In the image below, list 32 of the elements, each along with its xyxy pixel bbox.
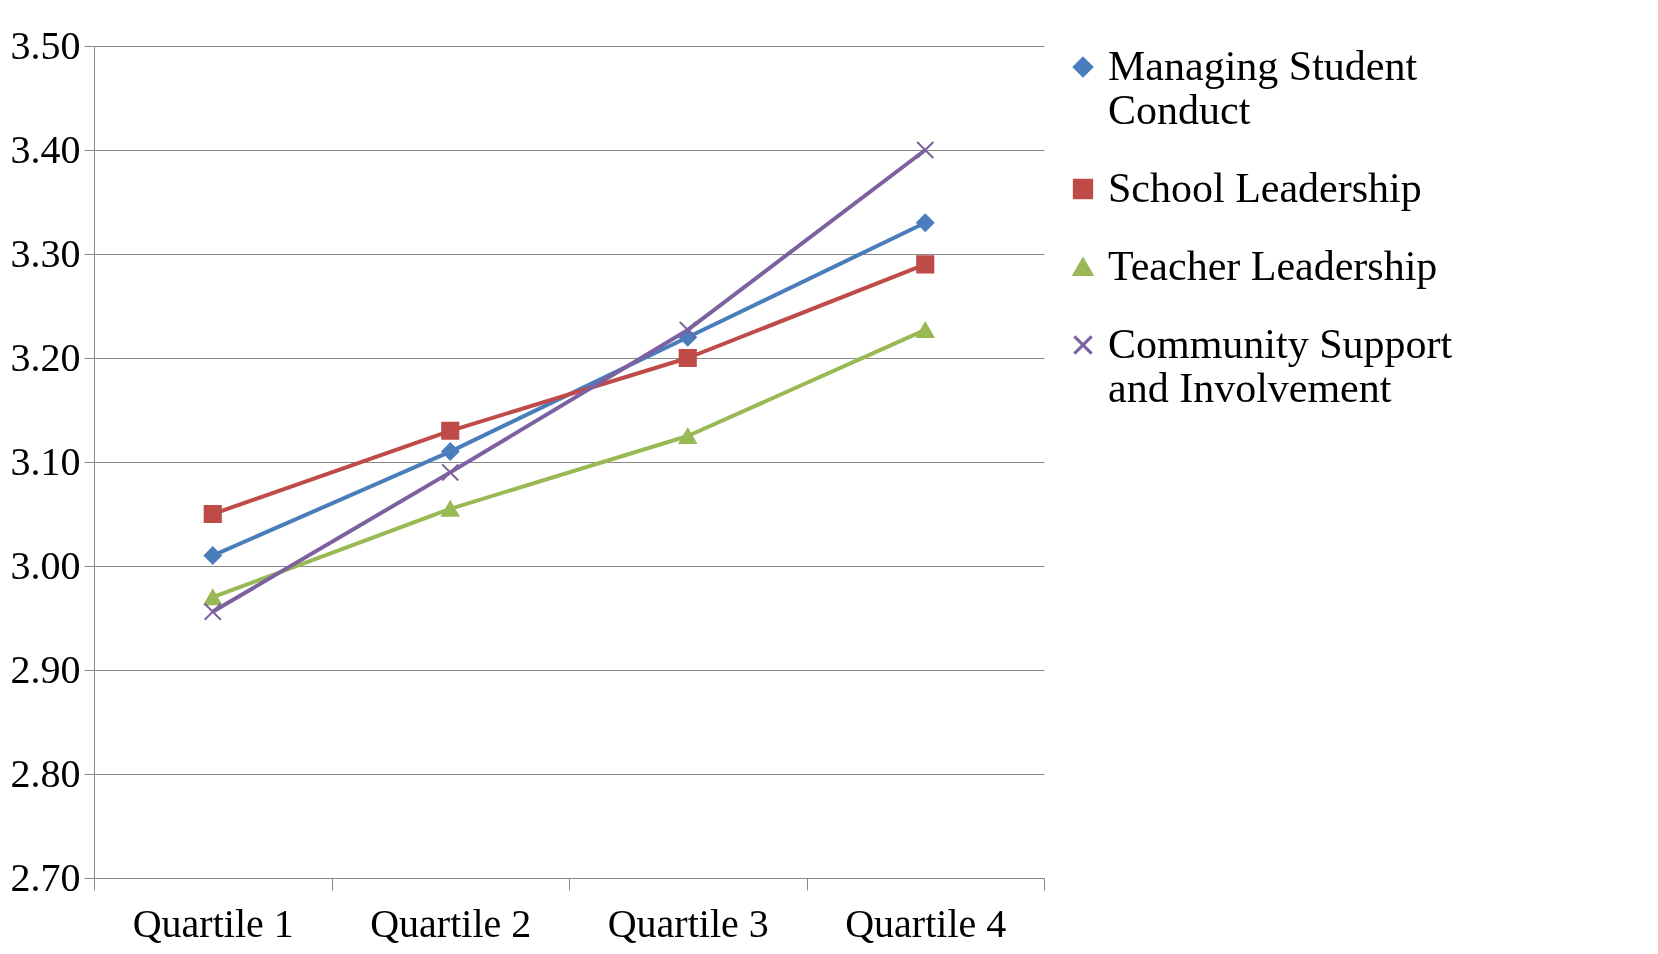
point xyxy=(441,442,460,461)
y-tick-label: 3.20 xyxy=(10,334,81,380)
x-tick-label: Quartile 3 xyxy=(607,900,769,946)
legend-label: Teacher Leadership xyxy=(1108,243,1438,289)
point xyxy=(441,421,460,440)
point xyxy=(678,428,697,444)
legend-label: School Leadership xyxy=(1108,165,1422,211)
point xyxy=(203,546,222,565)
legend-label: Managing Student Conduct xyxy=(1108,43,1418,133)
point xyxy=(916,140,935,160)
y-tick-label: 3.50 xyxy=(10,22,81,68)
point xyxy=(203,602,222,621)
x-tick-label: Quartile 4 xyxy=(845,900,1007,946)
y-tick-label: 3.10 xyxy=(10,438,81,484)
point xyxy=(441,500,460,517)
y-tick-label: 3.00 xyxy=(10,542,81,588)
x-tick-label: Quartile 2 xyxy=(370,900,532,946)
point xyxy=(916,321,935,338)
y-tick-label: 2.70 xyxy=(10,854,81,900)
point xyxy=(916,255,935,274)
legend-label: Community Support and Involvement xyxy=(1108,321,1453,411)
y-tick-label: 3.30 xyxy=(10,230,81,276)
y-tick-label: 2.90 xyxy=(10,646,81,692)
point xyxy=(916,213,935,232)
x-tick-label: Quartile 1 xyxy=(132,900,294,946)
y-tick-label: 3.40 xyxy=(10,126,81,172)
point xyxy=(678,348,697,368)
point xyxy=(441,463,460,482)
point xyxy=(203,589,222,606)
y-tick-label: 2.80 xyxy=(10,750,81,796)
point xyxy=(203,504,222,524)
point xyxy=(678,320,697,339)
